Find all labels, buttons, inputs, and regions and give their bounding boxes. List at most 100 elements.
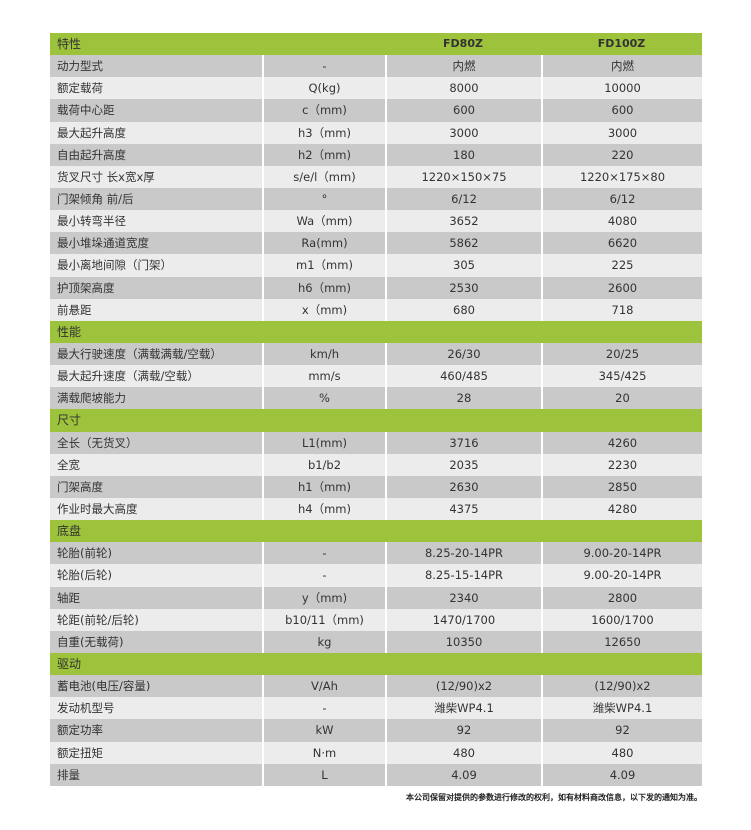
value-fd100z: 10000 bbox=[541, 77, 702, 100]
section-header: 性能 bbox=[50, 320, 702, 343]
value-fd100z: (12/90)x2 bbox=[541, 675, 702, 698]
section-title: 底盘 bbox=[57, 524, 82, 539]
value-fd100z: 4280 bbox=[541, 497, 702, 521]
param-unit: kg bbox=[262, 630, 385, 653]
section-header: 尺寸 bbox=[50, 409, 702, 432]
param-name: 蓄电池(电压/容量) bbox=[57, 679, 151, 694]
section-header: 底盘 bbox=[50, 520, 702, 543]
value-fd100z: 718 bbox=[541, 298, 702, 321]
spec-table: 特性 FD80Z FD100Z 动力型式 - 内燃 内燃 额定载荷 Q(kg) 8000 10… bbox=[50, 33, 702, 786]
value-fd100z: 9.00-20-14PR bbox=[541, 542, 702, 565]
table-row: 最大行驶速度（满载满载/空载） km/h 26/30 20/25 bbox=[50, 342, 702, 366]
param-name: 最小转弯半径 bbox=[57, 214, 126, 229]
table-row: 全长（无货叉） L1(mm) 3716 4260 bbox=[50, 431, 702, 454]
param-unit: h6（mm) bbox=[262, 276, 385, 299]
param-name: 全长（无货叉） bbox=[57, 435, 138, 450]
param-unit: L1(mm) bbox=[262, 431, 385, 454]
value-fd80z: 8000 bbox=[385, 77, 541, 100]
value-fd100z: 4.09 bbox=[541, 763, 702, 786]
table-row: 门架倾角 前/后 ° 6/12 6/12 bbox=[50, 187, 702, 211]
table-row: 最小堆垛通道宽度 Ra(mm) 5862 6620 bbox=[50, 232, 702, 255]
table-row: 最小离地间隙（门架） m1（mm) 305 225 bbox=[50, 254, 702, 277]
param-unit: Wa（mm) bbox=[262, 210, 385, 233]
param-name: 货叉尺寸 长x宽x厚 bbox=[57, 169, 155, 184]
param-name: 最大起升高度 bbox=[57, 125, 126, 140]
table-row: 货叉尺寸 长x宽x厚 s/e/l（mm) 1220×150×75 1220×175×8… bbox=[50, 165, 702, 188]
value-fd80z: 6/12 bbox=[385, 187, 541, 211]
value-fd80z: 2340 bbox=[385, 586, 541, 609]
table-row: 最小转弯半径 Wa（mm) 3652 4080 bbox=[50, 210, 702, 233]
param-name: 自重(无载荷) bbox=[57, 634, 124, 649]
value-fd80z: 10350 bbox=[385, 630, 541, 653]
value-fd100z: 潍柴WP4.1 bbox=[541, 697, 702, 720]
param-name: 前悬距 bbox=[57, 302, 92, 317]
param-name: 满载爬坡能力 bbox=[57, 391, 126, 406]
value-fd100z: 3000 bbox=[541, 121, 702, 144]
section-title: 尺寸 bbox=[57, 413, 82, 428]
value-fd100z: 600 bbox=[541, 99, 702, 122]
value-fd100z: 4260 bbox=[541, 431, 702, 454]
value-fd100z: 12650 bbox=[541, 630, 702, 653]
param-unit: b1/b2 bbox=[262, 453, 385, 476]
param-unit: % bbox=[262, 387, 385, 410]
value-fd80z: 3652 bbox=[385, 210, 541, 233]
value-fd80z: 600 bbox=[385, 99, 541, 122]
value-fd100z: 2600 bbox=[541, 276, 702, 299]
param-unit: h3（mm) bbox=[262, 121, 385, 144]
param-name: 最小堆垛通道宽度 bbox=[57, 236, 149, 251]
section-title: 性能 bbox=[57, 324, 82, 339]
section-header: 驱动 bbox=[50, 652, 702, 676]
header-model: FD100Z bbox=[597, 37, 646, 50]
value-fd80z: 4375 bbox=[385, 497, 541, 521]
param-name: 排量 bbox=[57, 767, 80, 782]
value-fd100z: 20/25 bbox=[541, 342, 702, 366]
value-fd100z: 2800 bbox=[541, 586, 702, 609]
value-fd80z: 3000 bbox=[385, 121, 541, 144]
param-unit: ° bbox=[262, 187, 385, 211]
param-unit: y（mm) bbox=[262, 586, 385, 609]
table-row: 载荷中心距 c（mm) 600 600 bbox=[50, 99, 702, 122]
param-unit: - bbox=[262, 542, 385, 565]
table-row: 额定扭矩 N·m 480 480 bbox=[50, 741, 702, 764]
param-unit: m1（mm) bbox=[262, 254, 385, 277]
param-name: 轮胎(后轮) bbox=[57, 568, 112, 583]
param-unit: x（mm) bbox=[262, 298, 385, 321]
table-row: 排量 L 4.09 4.09 bbox=[50, 763, 702, 786]
value-fd80z: 内燃 bbox=[385, 55, 541, 78]
param-name: 最小离地间隙（门架） bbox=[57, 258, 172, 273]
table-row: 动力型式 - 内燃 内燃 bbox=[50, 55, 702, 78]
table-row: 额定载荷 Q(kg) 8000 10000 bbox=[50, 77, 702, 100]
param-unit: L bbox=[262, 763, 385, 786]
param-name: 门架高度 bbox=[57, 479, 103, 494]
param-unit: mm/s bbox=[262, 365, 385, 388]
param-unit: N·m bbox=[262, 741, 385, 764]
value-fd100z: 4080 bbox=[541, 210, 702, 233]
param-name: 最大行驶速度（满载满载/空载） bbox=[57, 346, 222, 361]
param-name: 自由起升高度 bbox=[57, 147, 126, 162]
value-fd80z: 4.09 bbox=[385, 763, 541, 786]
value-fd80z: 28 bbox=[385, 387, 541, 410]
value-fd100z: 6620 bbox=[541, 232, 702, 255]
value-fd80z: 680 bbox=[385, 298, 541, 321]
value-fd100z: 345/425 bbox=[541, 365, 702, 388]
param-name: 最大起升速度（满载/空载） bbox=[57, 369, 199, 384]
value-fd80z: 1220×150×75 bbox=[385, 165, 541, 188]
value-fd80z: 2530 bbox=[385, 276, 541, 299]
param-unit: s/e/l（mm) bbox=[262, 165, 385, 188]
param-unit: kW bbox=[262, 719, 385, 742]
param-name: 轮距(前轮/后轮) bbox=[57, 612, 139, 627]
param-name: 护顶架高度 bbox=[57, 280, 115, 295]
value-fd100z: 20 bbox=[541, 387, 702, 410]
param-name: 门架倾角 前/后 bbox=[57, 191, 134, 206]
param-name: 轮胎(前轮) bbox=[57, 546, 112, 561]
table-row: 额定功率 kW 92 92 bbox=[50, 719, 702, 742]
param-unit: Ra(mm) bbox=[262, 232, 385, 255]
value-fd80z: 92 bbox=[385, 719, 541, 742]
value-fd100z: 内燃 bbox=[541, 55, 702, 78]
value-fd80z: 3716 bbox=[385, 431, 541, 454]
param-unit: h2（mm) bbox=[262, 143, 385, 166]
param-name: 额定扭矩 bbox=[57, 745, 103, 760]
value-fd100z: 480 bbox=[541, 741, 702, 764]
table-row: 最大起升速度（满载/空载） mm/s 460/485 345/425 bbox=[50, 365, 702, 388]
table-row: 自由起升高度 h2（mm) 180 220 bbox=[50, 143, 702, 166]
